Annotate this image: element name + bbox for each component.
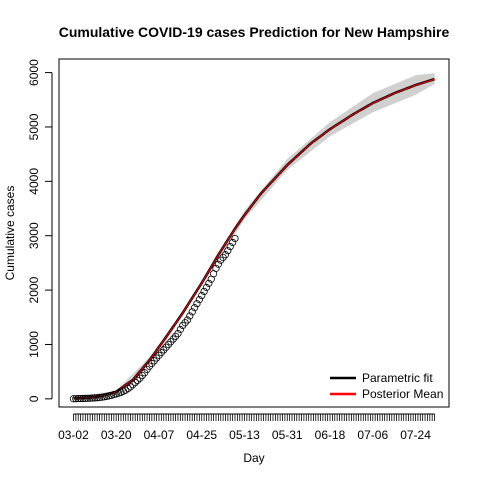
observed-point xyxy=(212,264,220,272)
x-tick-label: 06-18 xyxy=(315,428,346,442)
observed-point xyxy=(84,394,92,402)
x-tick-label: 07-24 xyxy=(400,428,431,442)
observed-point xyxy=(76,394,85,403)
observed-point xyxy=(129,381,137,389)
y-tick-label: 3000 xyxy=(27,222,41,249)
x-tick-label: 04-07 xyxy=(144,428,175,442)
observed-point xyxy=(205,279,213,287)
confidence-band xyxy=(73,73,435,399)
confidence-band-layer xyxy=(73,73,435,399)
y-axis-label: Cumulative cases xyxy=(3,186,17,281)
observed-point xyxy=(176,325,184,334)
y-axis: 0 1000 2000 3000 4000 5000 6000 xyxy=(27,59,53,402)
observed-point xyxy=(148,359,156,368)
observed-point xyxy=(179,321,187,330)
series-lines xyxy=(73,77,435,400)
observed-point xyxy=(183,316,192,324)
observed-point xyxy=(152,354,161,362)
observed-point xyxy=(86,394,94,402)
y-tick-label: 1000 xyxy=(27,331,41,358)
observed-point xyxy=(226,242,234,251)
observed-point xyxy=(200,287,208,296)
x-tick-label: 05-31 xyxy=(272,428,303,442)
observed-point xyxy=(136,374,144,382)
observed-point xyxy=(131,378,139,387)
observed-point xyxy=(188,308,196,316)
observed-point xyxy=(95,393,104,402)
legend-label-posterior-mean: Posterior Mean xyxy=(362,387,443,401)
observed-point xyxy=(124,384,132,393)
observed-point xyxy=(98,393,106,401)
observed-point xyxy=(202,283,211,291)
observed-point xyxy=(229,238,237,247)
observed-point xyxy=(174,329,182,338)
observed-point xyxy=(81,394,89,403)
legend-label-parametric-fit: Parametric fit xyxy=(362,371,433,385)
observed-point xyxy=(93,394,101,402)
parametric-fit-line xyxy=(73,77,435,400)
observed-point xyxy=(91,394,99,402)
observed-point xyxy=(193,300,201,308)
observed-points xyxy=(69,234,239,403)
observed-point xyxy=(167,338,175,346)
observed-point xyxy=(162,343,170,351)
y-tick-label: 4000 xyxy=(27,168,41,195)
observed-point xyxy=(221,251,230,259)
x-tick-label: 03-20 xyxy=(101,428,132,442)
observed-point xyxy=(126,383,135,391)
observed-point xyxy=(214,260,222,268)
observed-point xyxy=(72,395,80,403)
observed-point xyxy=(181,319,189,327)
posterior-mean-line xyxy=(73,78,435,399)
observed-point xyxy=(195,296,203,304)
observed-point xyxy=(172,332,180,340)
observed-point xyxy=(198,291,206,300)
y-tick-label: 5000 xyxy=(27,113,41,140)
observed-point xyxy=(186,312,194,320)
observed-point xyxy=(155,351,163,359)
y-tick-label: 0 xyxy=(27,395,41,402)
x-axis: 03-02 03-20 04-07 04-25 05-13 05-31 06-18 07-06… xyxy=(58,413,435,442)
chart-title: Cumulative COVID-19 cases Prediction for… xyxy=(59,24,450,40)
plot-frame xyxy=(58,58,450,408)
x-tick-label: 07-06 xyxy=(357,428,388,442)
x-tick-label: 05-13 xyxy=(229,428,260,442)
observed-point xyxy=(231,234,239,243)
observed-point xyxy=(145,362,154,370)
observed-point xyxy=(217,256,225,264)
observed-point xyxy=(150,357,158,365)
x-tick-label: 04-25 xyxy=(186,428,217,442)
y-tick-label: 2000 xyxy=(27,276,41,303)
x-axis-label: Day xyxy=(243,451,264,465)
observed-point xyxy=(219,253,227,262)
observed-point xyxy=(74,395,82,403)
observed-point xyxy=(79,394,87,403)
observed-point xyxy=(191,304,199,312)
observed-point xyxy=(88,394,97,402)
observed-point xyxy=(122,386,130,394)
observed-point xyxy=(69,395,78,403)
observed-point xyxy=(133,376,142,384)
x-tick-label: 03-02 xyxy=(58,428,89,442)
observed-point xyxy=(224,247,232,255)
observed-point xyxy=(160,346,168,354)
observed-point xyxy=(157,349,165,357)
observed-point xyxy=(100,393,108,401)
observed-point xyxy=(169,335,177,343)
observed-point xyxy=(138,371,146,380)
y-tick-label: 6000 xyxy=(27,59,41,86)
legend: Parametric fit Posterior Mean xyxy=(330,371,443,401)
observed-point xyxy=(164,340,173,349)
